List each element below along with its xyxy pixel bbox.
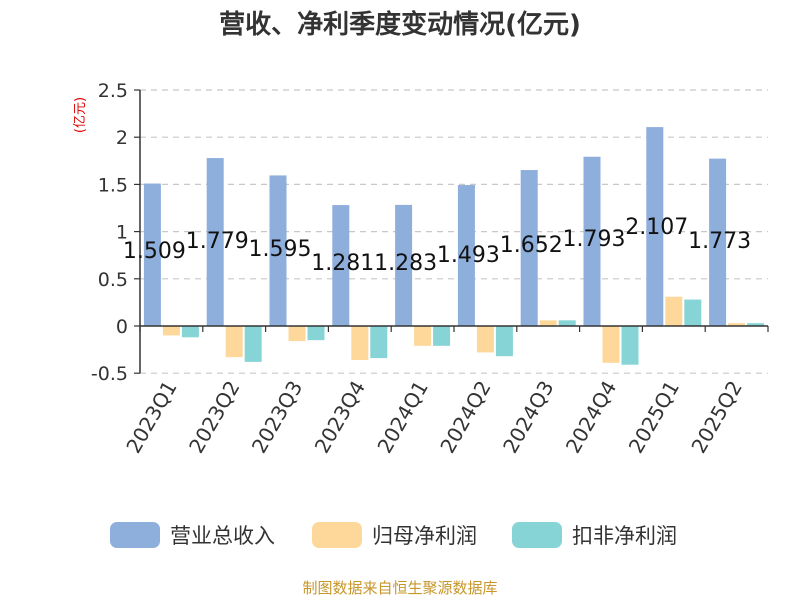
y-tick-label: 1 <box>116 222 128 244</box>
bar-3 <box>181 326 199 338</box>
x-tick-label: 2025Q2 <box>686 377 746 458</box>
bars <box>143 127 765 365</box>
data-label: 1.773 <box>688 229 751 254</box>
bar-1 <box>646 127 664 326</box>
bar-1 <box>206 158 224 326</box>
chart-title: 营收、净利季度变动情况(亿元) <box>219 9 581 40</box>
y-tick-label: 0 <box>116 316 128 338</box>
bar-1 <box>143 183 161 326</box>
bar-3 <box>684 299 702 326</box>
bar-2 <box>288 326 306 342</box>
bar-2 <box>351 326 369 360</box>
bar-1 <box>583 156 601 326</box>
x-tick-label: 2025Q1 <box>624 377 684 458</box>
x-tick-label: 2023Q2 <box>184 377 244 458</box>
bar-2 <box>602 326 620 363</box>
bar-2 <box>162 326 180 336</box>
bar-2 <box>414 326 432 346</box>
bar-3 <box>621 326 639 365</box>
x-tick-label: 2024Q1 <box>372 377 432 458</box>
y-tick-label: -0.5 <box>91 363 128 385</box>
y-tick-label: 2 <box>116 127 128 149</box>
x-tick-label: 2024Q3 <box>498 377 558 458</box>
x-tick-label: 2024Q4 <box>561 377 621 458</box>
y-axis-unit: (亿元) <box>73 97 88 133</box>
gridlines <box>140 89 768 374</box>
legend-label: 扣非净利润 <box>572 524 677 548</box>
data-label: 1.793 <box>563 227 626 252</box>
axes <box>139 90 769 374</box>
legend-swatch <box>110 522 160 548</box>
data-label: 1.493 <box>437 243 500 268</box>
bar-3 <box>370 326 388 359</box>
bar-2 <box>476 326 494 353</box>
bar-3 <box>244 326 262 362</box>
bar-1 <box>520 170 538 326</box>
bar-3 <box>495 326 513 357</box>
x-tick-label: 2024Q2 <box>435 377 495 458</box>
bar-2 <box>225 326 243 358</box>
bar-1 <box>457 185 475 326</box>
y-tick-label: 1.5 <box>98 174 128 196</box>
data-label: 2.107 <box>625 215 688 240</box>
bar-1 <box>709 158 727 326</box>
bar-1 <box>395 204 413 326</box>
bar-2 <box>665 296 683 326</box>
data-label: 1.595 <box>249 237 312 262</box>
bar-2 <box>539 320 557 326</box>
x-tick-label: 2023Q3 <box>247 377 307 458</box>
bar-1 <box>332 205 350 326</box>
bar-1 <box>269 175 287 326</box>
legend-label: 归母净利润 <box>372 524 477 548</box>
y-axis-ticks: -0.5 0 0.5 1 1.5 2 2.5 <box>91 80 140 385</box>
data-label: 1.283 <box>374 251 437 276</box>
data-label: 1.652 <box>500 233 563 258</box>
y-tick-label: 0.5 <box>98 269 128 291</box>
x-tick-label: 2023Q4 <box>310 377 370 458</box>
source-note: 制图数据来自恒生聚源数据库 <box>302 579 497 597</box>
data-label: 1.281 <box>311 251 374 276</box>
x-tick-label: 2023Q1 <box>121 377 181 458</box>
legend-swatch <box>312 522 362 548</box>
data-label: 1.779 <box>186 229 249 254</box>
legend-swatch <box>512 522 562 548</box>
bar-3 <box>433 326 451 346</box>
data-label: 1.509 <box>123 239 186 264</box>
x-axis-labels: 2023Q1 2023Q2 2023Q3 2023Q4 2024Q1 2024Q2 2024… <box>121 377 747 458</box>
bar-3 <box>747 323 765 326</box>
bar-2 <box>728 323 746 326</box>
legend-label: 营业总收入 <box>170 524 275 548</box>
bar-3 <box>307 326 325 341</box>
y-tick-label: 2.5 <box>98 80 128 102</box>
bar-3 <box>558 320 576 326</box>
legend: 营业总收入 归母净利润 扣非净利润 <box>110 522 677 548</box>
